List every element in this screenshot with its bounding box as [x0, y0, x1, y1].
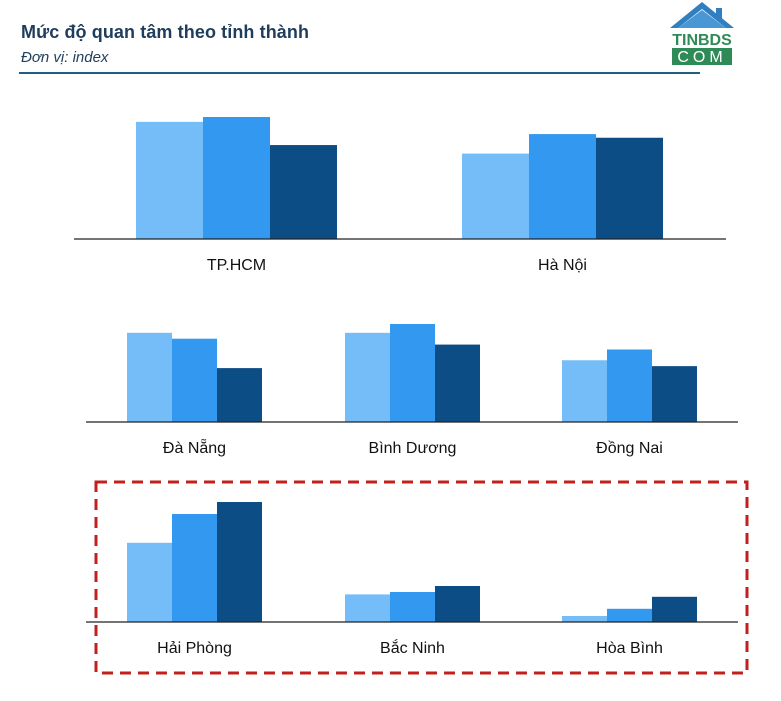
category-label: Hà Nội: [538, 257, 587, 274]
chart-row-1: TP.HCM Hà Nội: [74, 117, 726, 274]
category-label: Bình Dương: [369, 440, 457, 457]
chart-row-3: Hải Phòng Bắc Ninh Hòa Bình: [86, 502, 738, 657]
category-label: Đồng Nai: [596, 440, 663, 457]
category-label: TP.HCM: [207, 257, 266, 274]
bar-3-2-1: [345, 594, 390, 622]
bar-1-2-1: [462, 153, 529, 239]
bar-1-1-2: [203, 117, 270, 239]
category-label: Đà Nẵng: [163, 438, 226, 457]
bar-1-2-2: [529, 134, 596, 239]
bar-2-3-1: [562, 360, 607, 422]
bar-1-1-3: [270, 145, 337, 239]
bar-3-1-2: [172, 514, 217, 622]
logo-bottom-bar: [672, 48, 732, 65]
bar-2-2-2: [390, 324, 435, 422]
bar-2-1-3: [217, 368, 262, 422]
logo-bottom-text: COM: [677, 49, 726, 66]
logo-house-chimney: [716, 8, 722, 20]
bar-2-2-3: [435, 344, 480, 422]
bar-2-3-2: [607, 349, 652, 422]
logo-top-text: TINBDS: [672, 32, 732, 49]
bar-3-1-3: [217, 502, 262, 622]
logo-house-body: [678, 10, 726, 28]
bar-3-3-2: [607, 608, 652, 622]
chart-subtitle: Đơn vị: index: [21, 49, 109, 66]
category-label: Bắc Ninh: [380, 638, 445, 657]
category-label: Hòa Bình: [596, 640, 663, 657]
bar-2-1-1: [127, 332, 172, 422]
bar-3-2-3: [435, 586, 480, 622]
bar-2-2-1: [345, 332, 390, 422]
bar-2-3-3: [652, 366, 697, 422]
category-label: Hải Phòng: [157, 640, 232, 657]
chart-row-2: Đà Nẵng Bình Dương Đồng Nai: [86, 324, 738, 457]
chart-title: Mức độ quan tâm theo tỉnh thành: [21, 22, 310, 42]
bar-3-3-3: [652, 596, 697, 622]
title-divider: [19, 72, 700, 74]
bar-3-1-1: [127, 542, 172, 622]
bar-2-1-2: [172, 338, 217, 422]
bar-3-3-1: [562, 616, 607, 622]
logo-house-roof: [670, 2, 734, 28]
bar-1-1-1: [136, 121, 203, 239]
tinbds-logo: TINBDS COM: [670, 2, 734, 66]
bar-1-2-3: [596, 137, 663, 239]
bar-3-2-2: [390, 592, 435, 622]
highlight-dashed-box: [94, 480, 749, 675]
